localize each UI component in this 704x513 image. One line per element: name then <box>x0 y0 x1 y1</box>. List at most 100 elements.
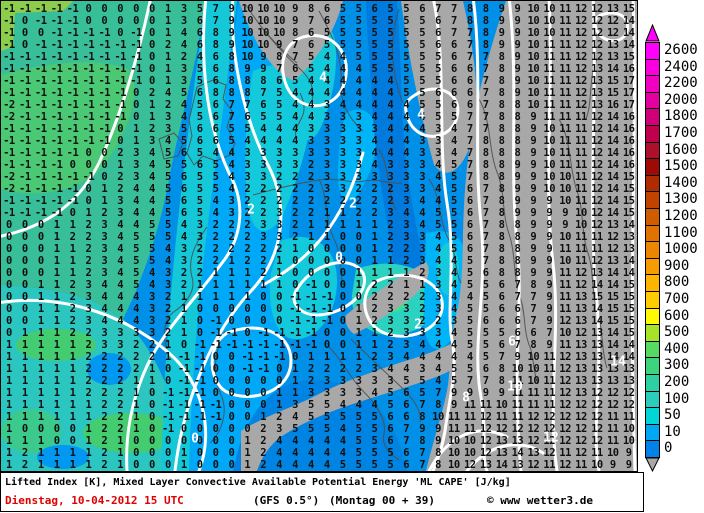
lifted-index-value: 4 <box>133 315 139 327</box>
lifted-index-value: 9 <box>530 183 537 195</box>
credit-link[interactable]: © www wetter3.de <box>487 494 593 507</box>
lifted-index-value: 2 <box>355 363 362 375</box>
lifted-index-value: 0 <box>85 183 92 195</box>
lifted-index-value: 2 <box>228 231 235 243</box>
lifted-index-value: 4 <box>117 279 124 291</box>
lifted-index-value: 7 <box>466 51 473 63</box>
lifted-index-value: 3 <box>403 183 410 195</box>
lifted-index-value: 8 <box>228 63 235 75</box>
lifted-index-value: 1 <box>37 411 44 423</box>
lifted-index-value: 8 <box>482 15 489 27</box>
lifted-index-value: 8 <box>498 219 505 231</box>
lifted-index-value: 4 <box>276 135 282 147</box>
lifted-index-value: 8 <box>260 75 267 87</box>
lifted-index-value: -1 <box>177 351 190 363</box>
lifted-index-value: -1 <box>305 303 317 315</box>
lifted-index-value: 2 <box>276 243 282 255</box>
lifted-index-value: 5 <box>371 51 378 63</box>
lifted-index-value: 4 <box>149 159 155 171</box>
lifted-index-value: -1 <box>66 15 79 27</box>
lifted-index-value: 7 <box>450 15 457 27</box>
lifted-index-value: 3 <box>196 231 203 243</box>
lifted-index-value: 9 <box>514 27 521 39</box>
lifted-index-value: 1 <box>149 99 155 111</box>
lifted-index-value: -1 <box>162 399 174 411</box>
lifted-index-value: 5 <box>371 459 378 471</box>
lifted-index-value: -1 <box>34 123 47 135</box>
lifted-index-value: 7 <box>482 219 489 231</box>
colorbar-tick-label: 1400 <box>664 174 698 191</box>
lifted-index-value: 5 <box>260 111 267 123</box>
lifted-index-value: 14 <box>606 171 619 183</box>
colorbar-swatch <box>645 407 660 425</box>
lifted-index-value: 10 <box>622 435 635 447</box>
lifted-index-value: 9 <box>514 159 521 171</box>
lifted-index-value: -1 <box>305 291 317 303</box>
lifted-index-value: 4 <box>339 447 346 459</box>
lifted-index-value: -1 <box>3 87 15 99</box>
lifted-index-value: 2 <box>85 339 92 351</box>
contour-label: 4 <box>319 70 327 86</box>
lifted-index-value: 5 <box>450 195 457 207</box>
lifted-index-value: 1 <box>53 411 60 423</box>
lifted-index-value: 8 <box>498 51 505 63</box>
colorbar-swatch <box>645 42 660 60</box>
lifted-index-value: 15 <box>606 87 619 99</box>
lifted-index-value: 3 <box>180 243 187 255</box>
lifted-index-value: 9 <box>546 231 553 243</box>
grid-row: -1 -1 -1 -1 -1 -1 -1 -1 0 2 4 5 6 8 8 8 7 5 4 4 4 4 4 4 4 5 5 6 6 6 7 8… <box>1 87 637 99</box>
lifted-index-value: -1 <box>19 183 31 195</box>
lifted-index-value: 4 <box>164 87 171 99</box>
lifted-index-value: 1 <box>37 291 44 303</box>
lifted-index-value: 5 <box>450 219 457 231</box>
lifted-index-value: 10 <box>448 459 460 471</box>
grid-row: -1 0 -1 -1 -1 -1 -1 -1 -1 0 2 4 6 8 9 10 10 9 7 6 5 5 5 5 5 5 5 6 6 7… <box>1 39 637 51</box>
lifted-index-value: 4 <box>228 147 235 159</box>
lifted-index-value: -1 <box>130 51 142 63</box>
lifted-index-value: 2 <box>244 231 251 243</box>
lifted-index-value: 4 <box>149 171 155 183</box>
lifted-index-value: 0 <box>149 399 155 411</box>
lifted-index-value: 12 <box>575 15 587 27</box>
lifted-index-value: 1 <box>69 459 76 471</box>
lifted-index-value: -1 <box>177 387 190 399</box>
lifted-index-value: -1 <box>50 147 63 159</box>
contour-label: 0 <box>191 431 199 447</box>
lifted-index-value: 5 <box>355 15 362 27</box>
lifted-index-value: -1 <box>19 135 31 147</box>
lifted-index-value: 8 <box>530 279 537 291</box>
lifted-index-value: 0 <box>244 423 251 435</box>
lifted-index-value: 4 <box>133 195 139 207</box>
lifted-index-value: 12 <box>591 207 603 219</box>
lifted-index-value: 9 <box>260 51 267 63</box>
lifted-index-value: 9 <box>530 135 537 147</box>
lifted-index-value: 12 <box>575 63 587 75</box>
lifted-index-value: 3 <box>419 327 426 339</box>
lifted-index-value: 12 <box>591 111 603 123</box>
lifted-index-value: 5 <box>450 207 457 219</box>
lifted-index-value: 0 <box>244 387 251 399</box>
lifted-index-value: 0 <box>339 303 346 315</box>
lifted-index-value: 0 <box>196 315 203 327</box>
lifted-index-value: 13 <box>591 375 603 387</box>
lifted-index-value: 2 <box>260 423 267 435</box>
lifted-index-value: 4 <box>419 339 426 351</box>
lifted-index-value: -1 <box>34 63 47 75</box>
lifted-index-value: 7 <box>276 63 282 75</box>
lifted-index-value: 1 <box>53 255 60 267</box>
lifted-index-value: 0 <box>101 3 108 15</box>
lifted-index-value: 6 <box>482 267 489 279</box>
lifted-index-value: -1 <box>50 171 63 183</box>
lifted-index-value: 4 <box>117 231 124 243</box>
lifted-index-value: 3 <box>403 231 410 243</box>
lifted-index-value: -1 <box>82 39 95 51</box>
model-label: (GFS 0.5°) <box>253 494 320 507</box>
lifted-index-value: 3 <box>387 207 394 219</box>
lifted-index-value: 8 <box>244 75 251 87</box>
lifted-index-value: 8 <box>276 51 282 63</box>
lifted-index-value: 12 <box>606 399 619 411</box>
lifted-index-value: 4 <box>355 75 362 87</box>
lifted-index-value: 0 <box>180 435 187 447</box>
lifted-index-value: 14 <box>606 351 619 363</box>
lifted-index-value: 8 <box>498 99 505 111</box>
